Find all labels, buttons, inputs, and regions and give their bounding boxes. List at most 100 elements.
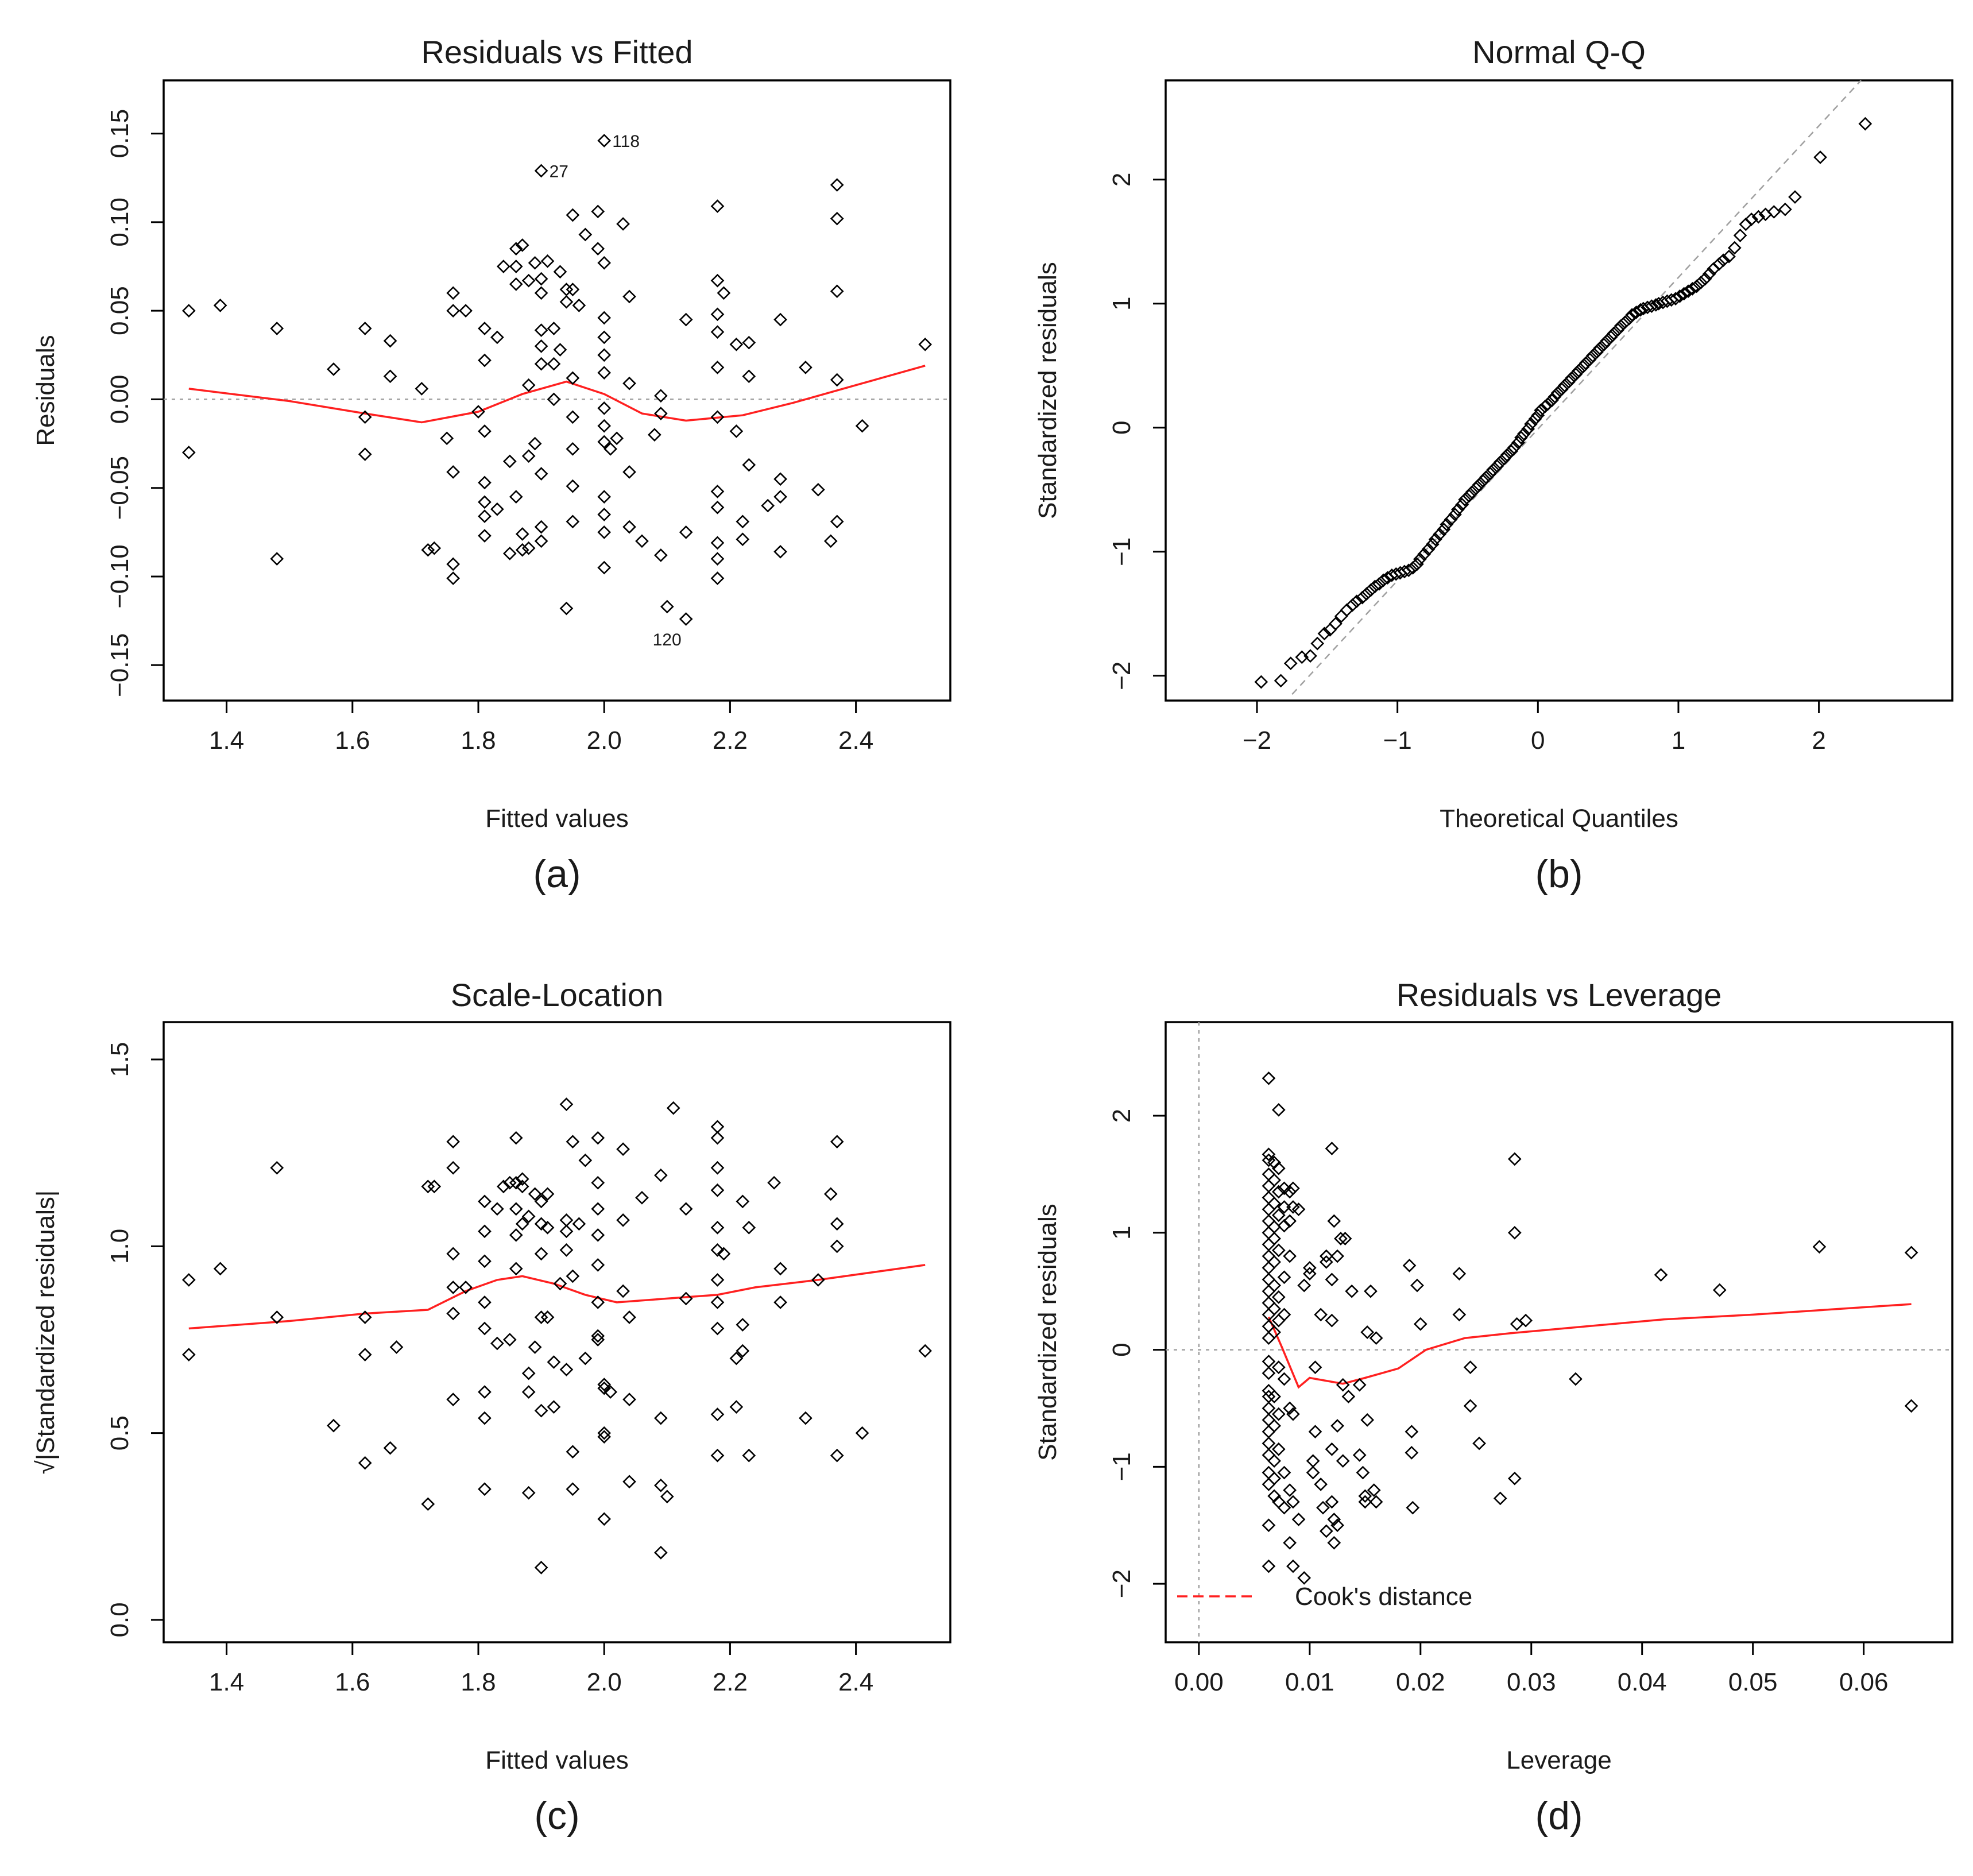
data-point [559, 601, 574, 616]
data-point [1327, 1214, 1341, 1228]
data-point [1325, 1495, 1339, 1509]
data-point [1541, 397, 1555, 411]
data-point [710, 1407, 725, 1421]
data-point [383, 369, 397, 384]
data-point [1262, 1296, 1276, 1310]
data-point [799, 361, 813, 374]
data-point [534, 272, 548, 286]
data-point [502, 547, 517, 560]
x-axis-label: Leverage [1506, 1746, 1611, 1774]
data-point [1698, 272, 1712, 286]
data-point [742, 335, 756, 350]
data-point [1277, 1465, 1291, 1480]
data-point [710, 552, 725, 566]
data-point [1267, 1471, 1281, 1486]
data-point [1727, 241, 1742, 255]
data-point [490, 1336, 504, 1351]
x-tick-label: 0.01 [1285, 1668, 1334, 1696]
data-point [1486, 463, 1500, 477]
data-point [547, 392, 561, 407]
cooks-distance-legend-label: Cook's distance [1295, 1583, 1472, 1611]
data-point [1607, 326, 1621, 341]
data-point [830, 1217, 844, 1231]
data-point [553, 343, 567, 357]
data-point [566, 442, 580, 456]
data-point [578, 1351, 593, 1366]
data-point [710, 273, 725, 288]
data-point [1767, 205, 1781, 219]
data-point [547, 1400, 561, 1414]
data-point [1267, 1325, 1281, 1339]
data-point [1428, 532, 1442, 547]
data-point [1685, 282, 1700, 296]
data-point [597, 490, 612, 504]
data-point [855, 1426, 869, 1440]
x-tick-label: 0.03 [1507, 1668, 1556, 1696]
data-point [635, 534, 649, 548]
data-point [1649, 298, 1663, 312]
outlier-point [534, 164, 548, 178]
data-point [559, 1213, 574, 1227]
x-axis-label: Fitted values [485, 1746, 628, 1774]
data-point [1283, 1535, 1297, 1550]
data-point [327, 1418, 341, 1433]
x-tick-label: 1 [1672, 726, 1685, 755]
data-point [578, 227, 593, 242]
data-point [478, 529, 492, 543]
panel-caption: (b) [1535, 852, 1583, 896]
data-point [1702, 267, 1716, 281]
data-point [478, 495, 492, 509]
data-point [1493, 1491, 1507, 1506]
data-point [1283, 1483, 1297, 1497]
data-point [521, 378, 536, 392]
data-point [736, 532, 750, 547]
data-point [1306, 1465, 1320, 1480]
x-tick-label: 1.6 [335, 1668, 370, 1696]
data-point [534, 1217, 548, 1231]
data-point [1483, 466, 1497, 481]
y-tick-label: 0.0 [106, 1602, 134, 1637]
data-point [1262, 1465, 1276, 1480]
data-point [182, 1273, 196, 1287]
data-point [918, 337, 932, 351]
data-point [1722, 249, 1736, 264]
data-point [534, 357, 548, 371]
y-tick-label: −2 [1108, 1569, 1136, 1598]
data-point [1472, 478, 1486, 492]
data-point [1751, 210, 1766, 224]
data-point [1585, 349, 1600, 363]
data-point [1534, 403, 1548, 417]
data-point [528, 436, 542, 451]
data-point [1336, 1454, 1350, 1468]
data-point [1479, 470, 1493, 485]
chart-title: Residuals vs Leverage [1396, 977, 1722, 1013]
data-point [1291, 1202, 1306, 1216]
y-tick-label: −0.05 [106, 456, 134, 520]
data-point [710, 307, 725, 322]
x-tick-label: 2.2 [713, 1668, 748, 1696]
data-point [717, 286, 731, 300]
data-point [597, 330, 612, 345]
data-point [515, 238, 529, 252]
data-point [1262, 1214, 1276, 1228]
panel-caption: (d) [1535, 1794, 1583, 1838]
data-point [773, 312, 787, 327]
data-point [572, 1217, 586, 1231]
data-point [1452, 1308, 1467, 1322]
data-point [440, 431, 454, 446]
data-point [1557, 378, 1572, 393]
data-point [446, 304, 460, 318]
data-point [1314, 1308, 1328, 1322]
chart-title: Residuals vs Fitted [421, 34, 693, 70]
data-point [1813, 150, 1827, 164]
data-point [1625, 308, 1639, 322]
data-point [478, 1254, 492, 1268]
plot-frame [163, 79, 951, 702]
data-point [710, 1220, 725, 1235]
data-point [270, 552, 284, 566]
data-point [1681, 284, 1695, 299]
data-point [1583, 353, 1597, 366]
data-point [478, 1411, 492, 1425]
data-point [446, 286, 460, 300]
data-point [1369, 1495, 1383, 1509]
